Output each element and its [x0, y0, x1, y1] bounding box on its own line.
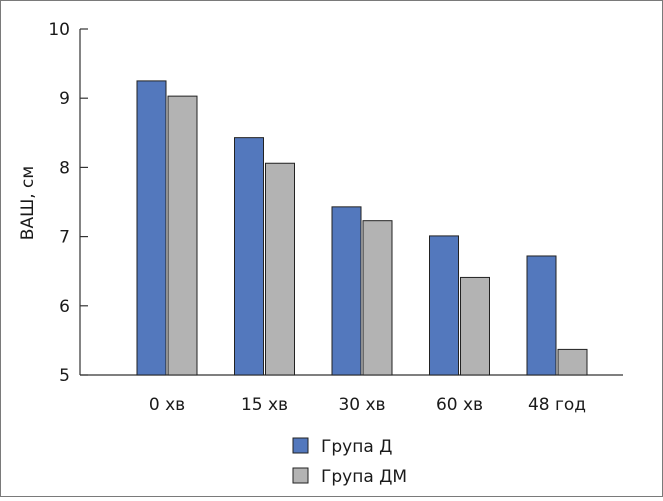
y-tick-label: 9 — [59, 89, 70, 109]
legend-swatch — [292, 437, 309, 454]
bar-group-dm — [557, 348, 588, 376]
bar-group-d — [331, 206, 362, 376]
bar-group-dm — [167, 95, 198, 376]
legend-swatch — [292, 467, 309, 484]
x-category-label: 0 хв — [149, 395, 185, 415]
bar-group-dm — [362, 220, 393, 376]
legend-label: Група Д — [321, 437, 392, 457]
bar-group-d — [234, 137, 264, 376]
y-tick-label: 8 — [59, 158, 70, 178]
x-category-label: 15 хв — [241, 395, 288, 415]
x-category-label: 48 год — [528, 395, 586, 415]
y-axis: 5 6 7 8 9 10 — [48, 20, 88, 386]
category-labels: 0 хв 15 хв 30 хв 60 хв 48 год — [149, 395, 586, 415]
bar-group-d — [526, 255, 557, 376]
bar-group-d — [136, 80, 167, 376]
bar-group-d — [429, 235, 459, 376]
y-tick-label: 7 — [59, 228, 70, 248]
y-tick-label: 6 — [59, 297, 70, 317]
bars — [136, 80, 588, 376]
y-tick-label: 10 — [48, 20, 70, 40]
bar-group-dm — [460, 276, 490, 376]
legend: Група Д Група ДМ — [292, 437, 407, 487]
y-tick-label: 5 — [59, 366, 70, 386]
bar-group-dm — [265, 162, 295, 376]
legend-label: Група ДМ — [321, 467, 407, 487]
x-category-label: 30 хв — [338, 395, 385, 415]
x-category-label: 60 хв — [436, 395, 483, 415]
y-axis-label: ВАШ, см — [18, 166, 38, 240]
